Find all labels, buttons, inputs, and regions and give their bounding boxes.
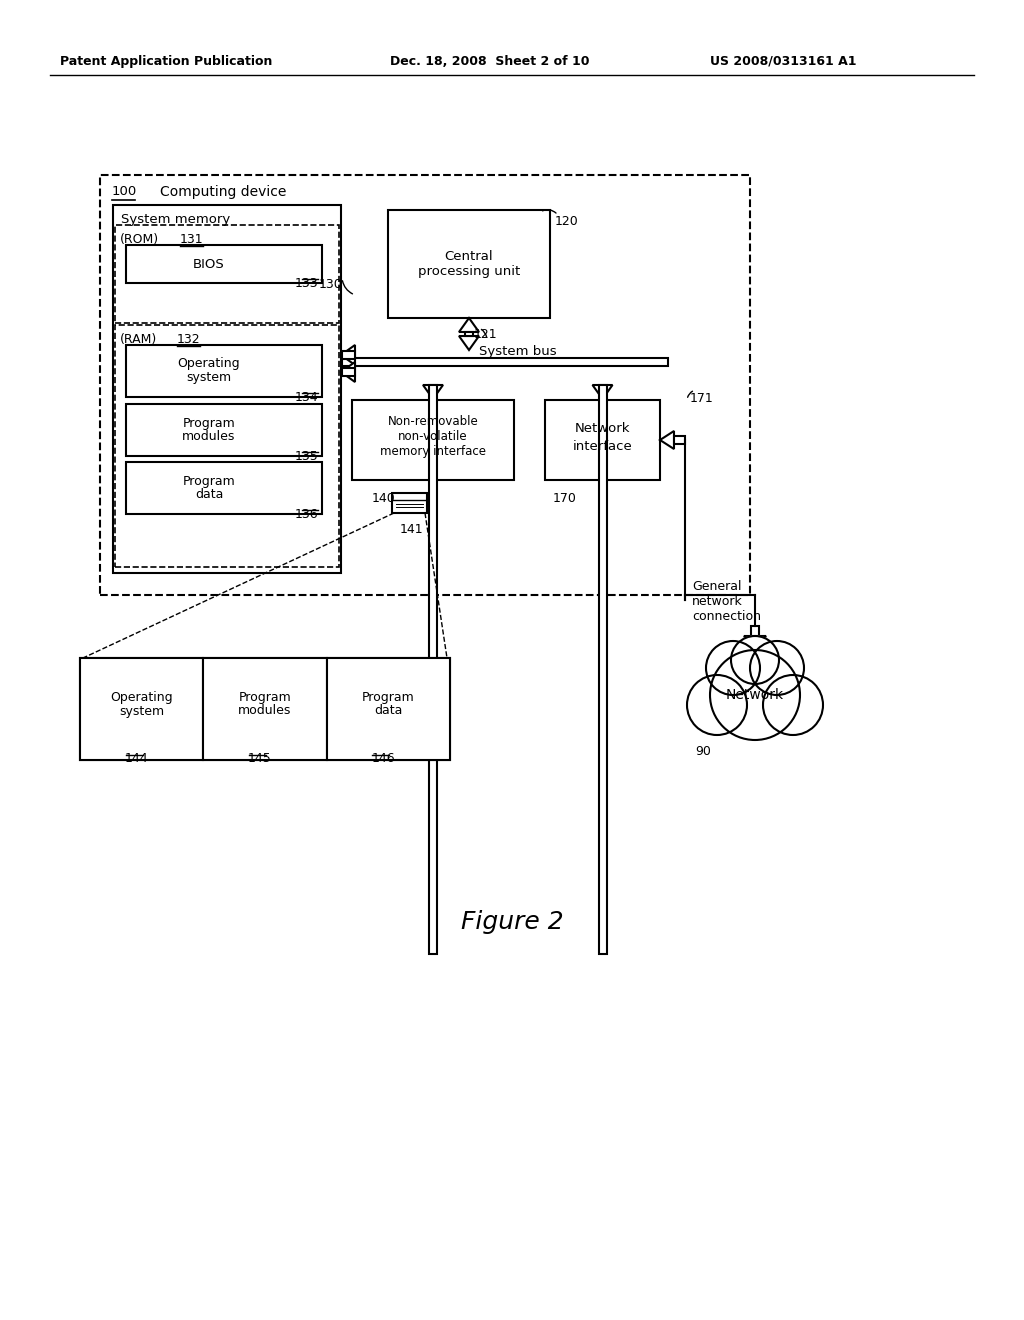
Bar xyxy=(126,246,322,282)
Text: Central: Central xyxy=(444,249,494,263)
Text: (ROM): (ROM) xyxy=(120,234,159,246)
Text: memory interface: memory interface xyxy=(380,445,486,458)
Circle shape xyxy=(706,642,760,696)
Bar xyxy=(352,400,514,480)
Text: 132: 132 xyxy=(177,333,201,346)
Text: 100: 100 xyxy=(112,185,137,198)
Bar xyxy=(429,385,437,954)
Bar xyxy=(115,224,339,323)
Bar xyxy=(388,210,550,318)
Text: 90: 90 xyxy=(695,744,711,758)
Circle shape xyxy=(731,636,779,684)
Text: (RAM): (RAM) xyxy=(120,333,158,346)
Text: non-volatile: non-volatile xyxy=(398,430,468,444)
Text: 141: 141 xyxy=(400,523,424,536)
Bar xyxy=(126,462,322,513)
Bar xyxy=(342,368,355,376)
Polygon shape xyxy=(660,432,674,449)
Text: Program: Program xyxy=(361,690,415,704)
Text: modules: modules xyxy=(182,430,236,444)
Text: Non-removable: Non-removable xyxy=(388,414,478,428)
Text: Figure 2: Figure 2 xyxy=(461,909,563,935)
Bar xyxy=(126,345,322,397)
Text: system: system xyxy=(119,705,164,718)
Text: modules: modules xyxy=(239,705,292,718)
Text: network: network xyxy=(692,595,742,609)
Text: BIOS: BIOS xyxy=(194,257,225,271)
Text: 131: 131 xyxy=(180,234,204,246)
Text: connection: connection xyxy=(692,610,761,623)
Text: 121: 121 xyxy=(474,327,498,341)
Circle shape xyxy=(710,649,800,741)
Text: 146: 146 xyxy=(372,752,395,766)
Text: Program: Program xyxy=(239,690,292,704)
Text: interface: interface xyxy=(572,440,633,453)
Text: Network: Network xyxy=(574,422,630,436)
Bar xyxy=(113,205,341,573)
Bar xyxy=(465,333,473,337)
Text: Program: Program xyxy=(182,417,236,429)
Bar xyxy=(204,657,327,760)
Text: 140: 140 xyxy=(372,492,395,506)
Text: data: data xyxy=(374,705,402,718)
Text: System bus: System bus xyxy=(479,345,557,358)
Bar xyxy=(342,351,355,359)
Text: System memory: System memory xyxy=(121,213,230,226)
Polygon shape xyxy=(744,636,766,649)
Text: 144: 144 xyxy=(125,752,148,766)
Text: Computing device: Computing device xyxy=(160,185,287,199)
Bar xyxy=(115,325,339,568)
Text: Program: Program xyxy=(182,474,236,487)
Bar xyxy=(751,626,760,636)
Bar xyxy=(126,404,322,455)
Text: Operating: Operating xyxy=(178,358,241,371)
Bar xyxy=(342,358,668,366)
Text: Operating: Operating xyxy=(111,690,173,704)
Polygon shape xyxy=(459,337,479,350)
Text: 133: 133 xyxy=(294,277,318,290)
Text: General: General xyxy=(692,579,741,593)
Text: Patent Application Publication: Patent Application Publication xyxy=(60,55,272,69)
Polygon shape xyxy=(459,318,479,333)
Text: data: data xyxy=(195,488,223,502)
Text: Dec. 18, 2008  Sheet 2 of 10: Dec. 18, 2008 Sheet 2 of 10 xyxy=(390,55,590,69)
Text: Network: Network xyxy=(726,688,784,702)
Text: system: system xyxy=(186,371,231,384)
Polygon shape xyxy=(593,385,612,399)
Text: 120: 120 xyxy=(555,215,579,228)
Text: 130: 130 xyxy=(318,279,342,290)
Bar xyxy=(392,492,427,513)
Text: 134: 134 xyxy=(294,391,318,404)
Text: 135: 135 xyxy=(294,450,318,463)
Circle shape xyxy=(763,675,823,735)
Text: processing unit: processing unit xyxy=(418,265,520,279)
Text: 170: 170 xyxy=(553,492,577,506)
Bar xyxy=(674,437,685,444)
Bar xyxy=(80,657,450,760)
Circle shape xyxy=(687,675,746,735)
Circle shape xyxy=(750,642,804,696)
Polygon shape xyxy=(341,345,355,366)
Text: 136: 136 xyxy=(294,508,318,521)
Polygon shape xyxy=(423,385,443,399)
Polygon shape xyxy=(341,362,355,381)
Bar xyxy=(80,657,204,760)
Bar xyxy=(545,400,660,480)
Text: 171: 171 xyxy=(690,392,714,405)
Text: US 2008/0313161 A1: US 2008/0313161 A1 xyxy=(710,55,856,69)
Bar xyxy=(100,176,750,595)
Text: 145: 145 xyxy=(248,752,272,766)
Bar xyxy=(327,657,450,760)
Bar xyxy=(598,385,606,954)
